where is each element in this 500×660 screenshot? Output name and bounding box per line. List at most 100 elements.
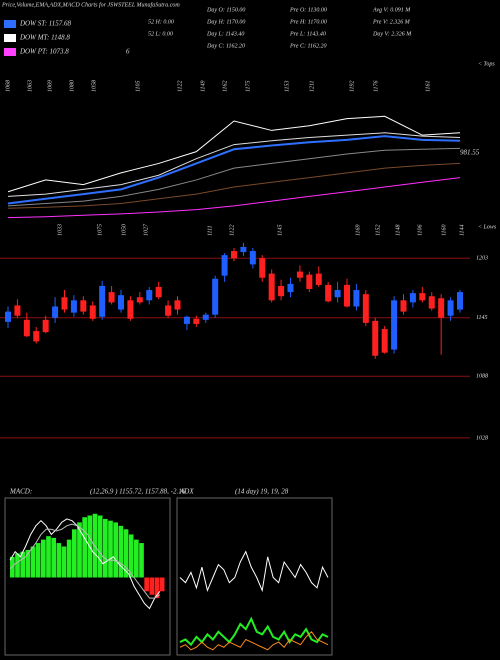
- ema-line: [7, 147, 461, 207]
- candle-body: [457, 292, 463, 310]
- histogram-bar: [159, 577, 165, 592]
- info-text: Pre L: 1143.40: [289, 30, 326, 37]
- page-title: Price,Volume,EMA,ADX,MACD Charts for JSW…: [1, 1, 180, 8]
- histogram-bar: [66, 539, 72, 578]
- histogram-bar: [149, 577, 155, 595]
- info-text: Day C: 1162.20: [206, 43, 245, 49]
- candle-body: [249, 251, 256, 265]
- candle-body: [287, 283, 294, 293]
- candle-body: [409, 293, 416, 303]
- candle-body: [33, 331, 40, 342]
- candle-body: [419, 293, 426, 301]
- histogram-bar: [51, 537, 56, 578]
- candle-body: [155, 286, 162, 298]
- low-label: 1075: [97, 224, 103, 236]
- candle-body: [391, 300, 398, 350]
- top-label: 1149: [199, 80, 206, 92]
- y-tick-label: 1203: [476, 256, 488, 262]
- histogram-bar: [61, 546, 67, 578]
- macd-title: MACD:: [9, 488, 32, 496]
- info-text: Avg V: 0.091 M: [372, 7, 411, 13]
- top-label: 1175: [245, 80, 251, 92]
- y-tick-label: 1088: [476, 374, 488, 380]
- adx-subtitle: (14 day) 19, 19, 28: [235, 488, 289, 496]
- low-label: 1160: [441, 224, 447, 236]
- lows-label: < Lows: [478, 224, 497, 230]
- ema-line: [7, 135, 461, 205]
- candle-body: [146, 290, 153, 301]
- candle-body: [52, 306, 59, 318]
- low-label: 1169: [355, 224, 361, 236]
- candle-body: [127, 300, 134, 319]
- legend-swatch: [4, 20, 16, 28]
- ema-line: [7, 115, 461, 193]
- info-text: Day V: 2.326 M: [372, 31, 412, 37]
- top-label: 1058: [91, 80, 97, 92]
- histogram-bar: [108, 520, 113, 578]
- histogram-bar: [56, 543, 62, 578]
- low-label: 1144: [458, 224, 465, 236]
- info-text: Pre O: 1130.00: [289, 7, 327, 13]
- candle-body: [344, 284, 350, 307]
- candle-body: [99, 285, 106, 317]
- low-label: 1145: [276, 224, 283, 236]
- info-text: Day H: 1170.00: [206, 19, 245, 25]
- candle-body: [193, 318, 200, 324]
- histogram-bar: [35, 543, 41, 578]
- top-label: 1105: [135, 80, 141, 92]
- legend-swatch: [4, 34, 16, 42]
- candle-body: [70, 300, 77, 313]
- candle-body: [202, 314, 209, 320]
- info-text: Day O: 1150.00: [206, 7, 245, 13]
- top-label: 1192: [349, 80, 355, 92]
- top-label: 1069: [47, 80, 53, 92]
- histogram-bar: [103, 518, 108, 578]
- low-label: 1148: [394, 224, 401, 236]
- candle-body: [14, 305, 21, 316]
- top-label: 1063: [27, 80, 33, 92]
- info-text: Day L: 1143.40: [206, 30, 244, 37]
- candle-body: [372, 320, 379, 356]
- candle-body: [315, 273, 322, 285]
- annotation: 981.55: [460, 149, 480, 157]
- low-label: 1050: [121, 224, 127, 236]
- candle-body: [80, 300, 87, 312]
- histogram-bar: [97, 515, 103, 578]
- top-label: 1162: [222, 80, 228, 92]
- histogram-bar: [134, 539, 139, 578]
- candle-body: [381, 329, 388, 353]
- top-label: 1068: [5, 80, 11, 92]
- candle-body: [165, 305, 172, 316]
- macd-line: [9, 523, 161, 599]
- low-label: 1111: [207, 225, 213, 236]
- histogram-bar: [154, 577, 160, 599]
- ema-line: [7, 132, 461, 197]
- histogram-bar: [30, 546, 36, 578]
- histogram-bar: [20, 551, 25, 578]
- top-label: 1122: [177, 80, 183, 92]
- adx-line: [179, 616, 329, 647]
- candle-body: [438, 298, 445, 318]
- y-tick-label: 1145: [476, 314, 488, 321]
- legend-label: DOW ST: 1157.68: [19, 20, 72, 28]
- candle-body: [278, 285, 285, 297]
- top-label: 1161: [425, 80, 431, 92]
- top-label: 1176: [373, 80, 379, 92]
- top-label: 1211: [309, 80, 315, 92]
- histogram-bar: [77, 522, 82, 578]
- ema-line: [7, 177, 461, 219]
- low-label: 1027: [143, 223, 149, 236]
- candle-body: [296, 271, 303, 278]
- low-label: 1152: [375, 224, 381, 236]
- candle-body: [221, 255, 228, 276]
- candle-body: [23, 319, 30, 337]
- candle-body: [5, 311, 11, 322]
- candle-body: [212, 278, 219, 315]
- histogram-bar: [144, 577, 149, 592]
- candle-body: [42, 319, 49, 333]
- legend-extra: 6: [126, 48, 130, 56]
- histogram-bar: [113, 522, 118, 578]
- candle-body: [61, 297, 68, 310]
- histogram-bar: [118, 525, 124, 578]
